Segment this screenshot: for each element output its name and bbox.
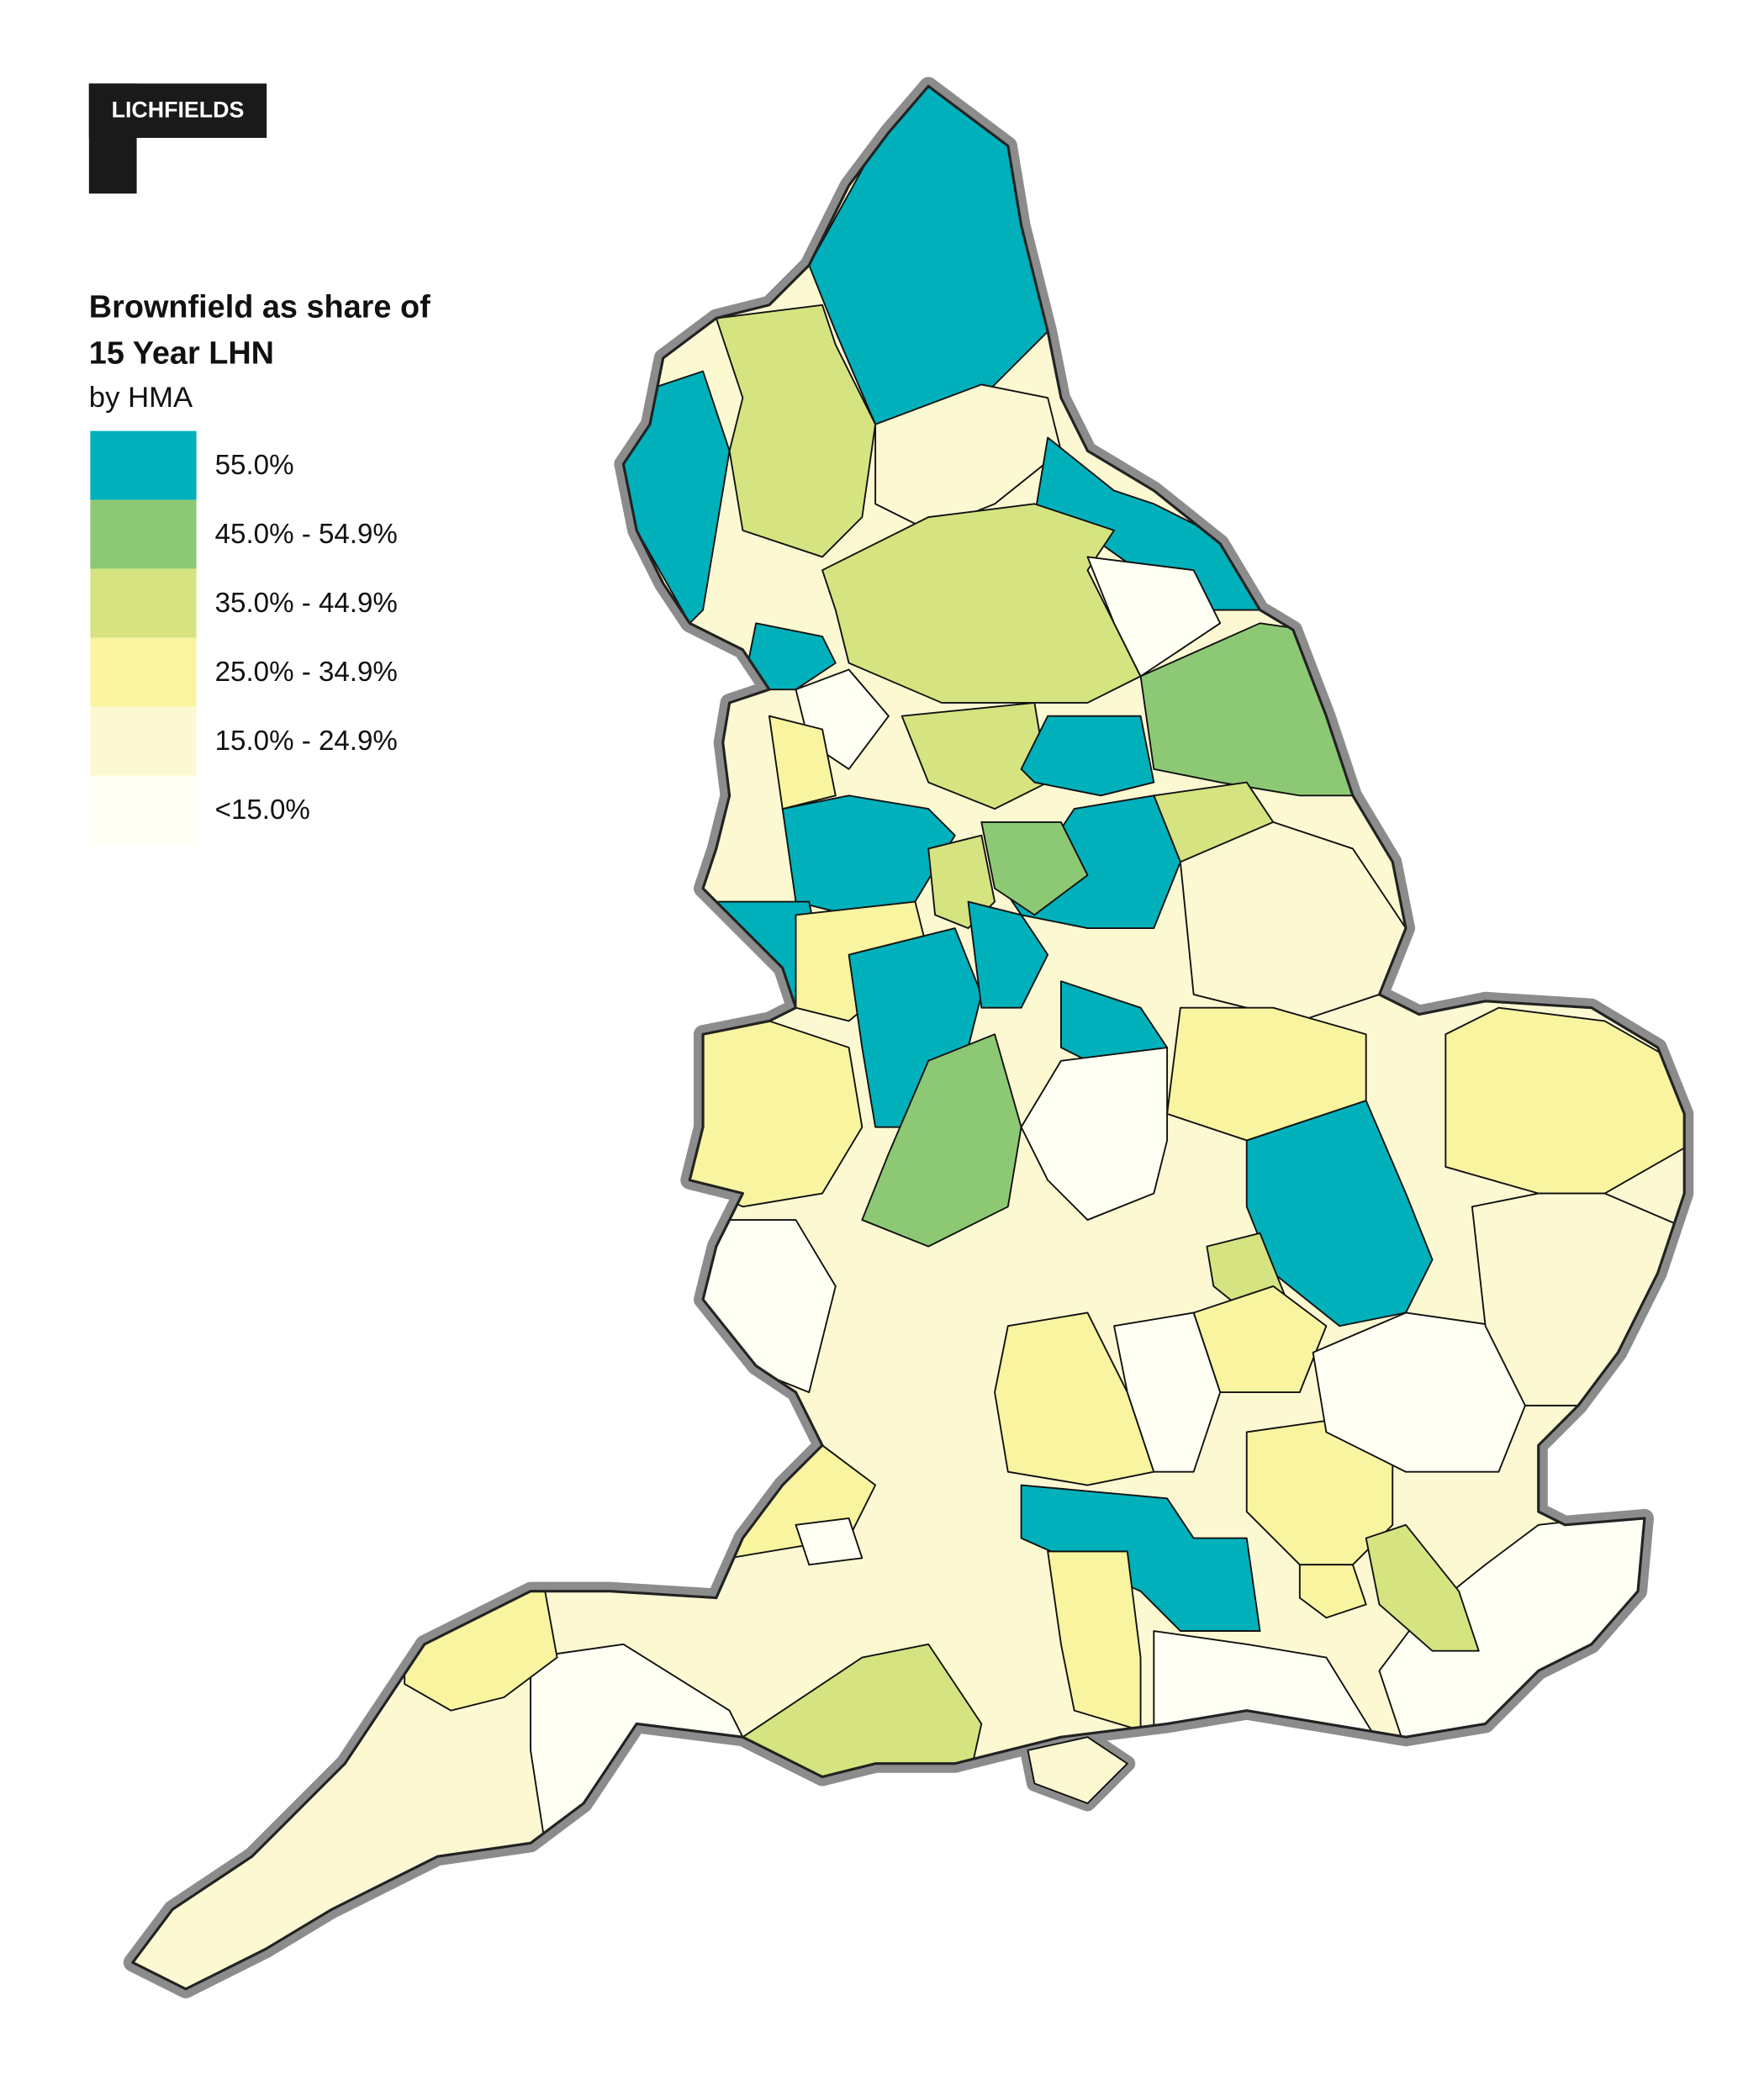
region (795, 1517, 864, 1566)
legend-label: 25.0% - 34.9% (215, 657, 398, 688)
legend-swatch (90, 637, 197, 707)
region (1027, 1736, 1128, 1804)
region (861, 1033, 1022, 1248)
legend-label: 45.0% - 54.9% (215, 519, 398, 550)
legend-label: 35.0% - 44.9% (215, 588, 398, 619)
region (768, 715, 837, 810)
region (1312, 1312, 1526, 1473)
logo-stem (88, 83, 137, 194)
legend-swatch (90, 499, 197, 569)
region (1113, 1312, 1222, 1473)
legend: Brownfield as share of 15 Year LHN by HM… (89, 289, 430, 845)
region (980, 821, 1089, 916)
region (1020, 715, 1155, 797)
legend-label: 55.0% (215, 450, 294, 481)
legend-title: 15 Year LHN (89, 336, 274, 372)
region (1020, 1047, 1169, 1222)
legend-label: <15.0% (215, 794, 310, 826)
logo-text: LICHFIELDS (112, 98, 245, 123)
legend-label: 15.0% - 24.9% (215, 726, 398, 757)
region (1298, 1564, 1367, 1619)
region (1086, 556, 1222, 678)
region (994, 1312, 1155, 1486)
region (1365, 1523, 1480, 1652)
legend-swatch (90, 706, 197, 776)
legend-swatch (90, 775, 197, 845)
region (900, 701, 1049, 810)
region (715, 303, 877, 558)
legend-swatch (90, 430, 197, 500)
legend-subtitle: by HMA (89, 382, 193, 414)
region (874, 383, 1062, 531)
legend-swatch (90, 568, 197, 638)
legend-title: Brownfield as share of (89, 289, 430, 325)
region (967, 900, 1049, 1009)
region (1444, 1006, 1685, 1195)
